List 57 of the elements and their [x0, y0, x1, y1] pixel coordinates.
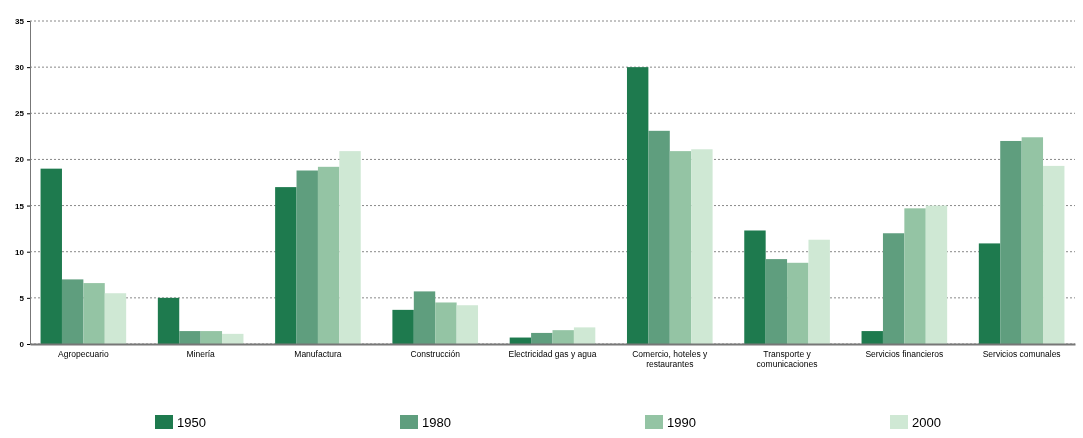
bar	[904, 208, 926, 344]
bar	[339, 151, 361, 344]
y-tick-label: 35	[15, 17, 25, 27]
bar	[861, 331, 883, 344]
bar	[157, 297, 180, 344]
bar	[392, 309, 414, 344]
x-tick-label: Manufactura	[294, 349, 342, 360]
y-tick-label: 25	[15, 109, 25, 119]
bar	[104, 293, 127, 344]
bar	[691, 149, 713, 344]
bar	[435, 302, 457, 344]
bar	[275, 187, 297, 344]
legend-label: 1990	[667, 415, 696, 430]
bar	[179, 331, 201, 344]
bar	[413, 291, 436, 344]
bar	[1000, 140, 1022, 344]
bar	[317, 166, 340, 344]
bar	[626, 67, 649, 344]
bar	[925, 205, 948, 344]
bar	[456, 305, 479, 344]
bar	[882, 233, 905, 344]
x-tick-label: Transporte y comunicaciones	[756, 349, 818, 369]
y-tick-label: 10	[15, 247, 25, 257]
bar	[200, 331, 223, 344]
x-tick-label: Construcción	[410, 349, 461, 360]
y-tick-label: 5	[19, 293, 25, 303]
bar	[61, 279, 84, 344]
y-tick-label: 20	[15, 155, 25, 165]
y-tick-label: 15	[15, 201, 25, 211]
bar	[222, 333, 244, 344]
x-tick-label: Agropecuario	[58, 349, 109, 360]
bar	[1043, 165, 1065, 344]
x-tick-label: Comercio, hoteles y restaurantes	[632, 349, 709, 369]
bar	[1021, 137, 1044, 344]
legend-label: 1980	[422, 415, 451, 430]
bar	[509, 337, 532, 344]
x-tick-label: Electricidad gas y agua	[508, 349, 597, 360]
bar	[573, 327, 596, 344]
bar	[978, 243, 1001, 344]
bar	[744, 230, 766, 344]
bar	[83, 283, 105, 344]
y-tick-label: 0	[19, 340, 25, 350]
bar	[531, 332, 553, 344]
bar	[669, 151, 692, 344]
legend-label: 1950	[177, 415, 206, 430]
x-tick-label: Minería	[186, 349, 216, 360]
x-tick-label: Servicios financieros	[865, 349, 944, 360]
bar	[808, 239, 830, 344]
bar	[296, 170, 318, 344]
bar	[787, 262, 809, 344]
bar	[765, 259, 788, 344]
legend-label: 2000	[912, 415, 941, 430]
bar	[552, 330, 574, 344]
bar	[648, 130, 670, 344]
x-tick-label: Servicios comunales	[982, 349, 1061, 360]
y-tick-label: 30	[15, 63, 25, 73]
bar	[40, 168, 62, 344]
